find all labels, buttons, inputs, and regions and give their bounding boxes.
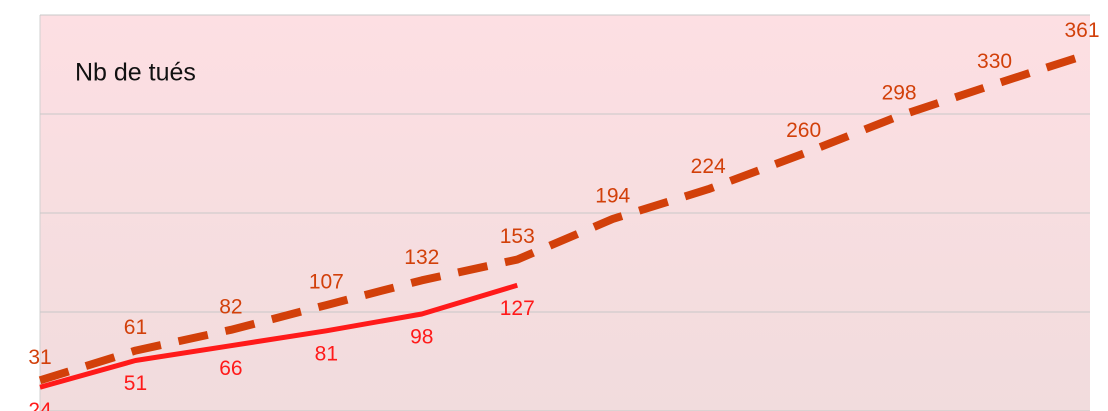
data-label: 298 [882, 82, 917, 105]
line-series [39, 282, 518, 390]
chart-title: Nb de tués [75, 59, 196, 87]
data-label: 98 [410, 326, 433, 349]
data-label: 194 [595, 184, 630, 207]
data-label: 361 [1064, 19, 1099, 42]
data-label: 82 [219, 295, 242, 318]
data-label: 66 [219, 357, 242, 380]
data-label: 330 [977, 50, 1012, 73]
data-label: 132 [404, 246, 439, 269]
data-label: 260 [786, 119, 821, 142]
data-label: 224 [691, 155, 726, 178]
data-label: 81 [315, 342, 338, 365]
data-label: 61 [124, 316, 147, 339]
line-series [38, 49, 1092, 385]
data-label: 51 [124, 372, 147, 395]
data-label: 31 [28, 346, 51, 369]
data-label: 127 [500, 297, 535, 320]
data-label: 24 [28, 399, 52, 411]
data-label: 153 [500, 225, 535, 248]
data-label: 107 [309, 271, 344, 294]
